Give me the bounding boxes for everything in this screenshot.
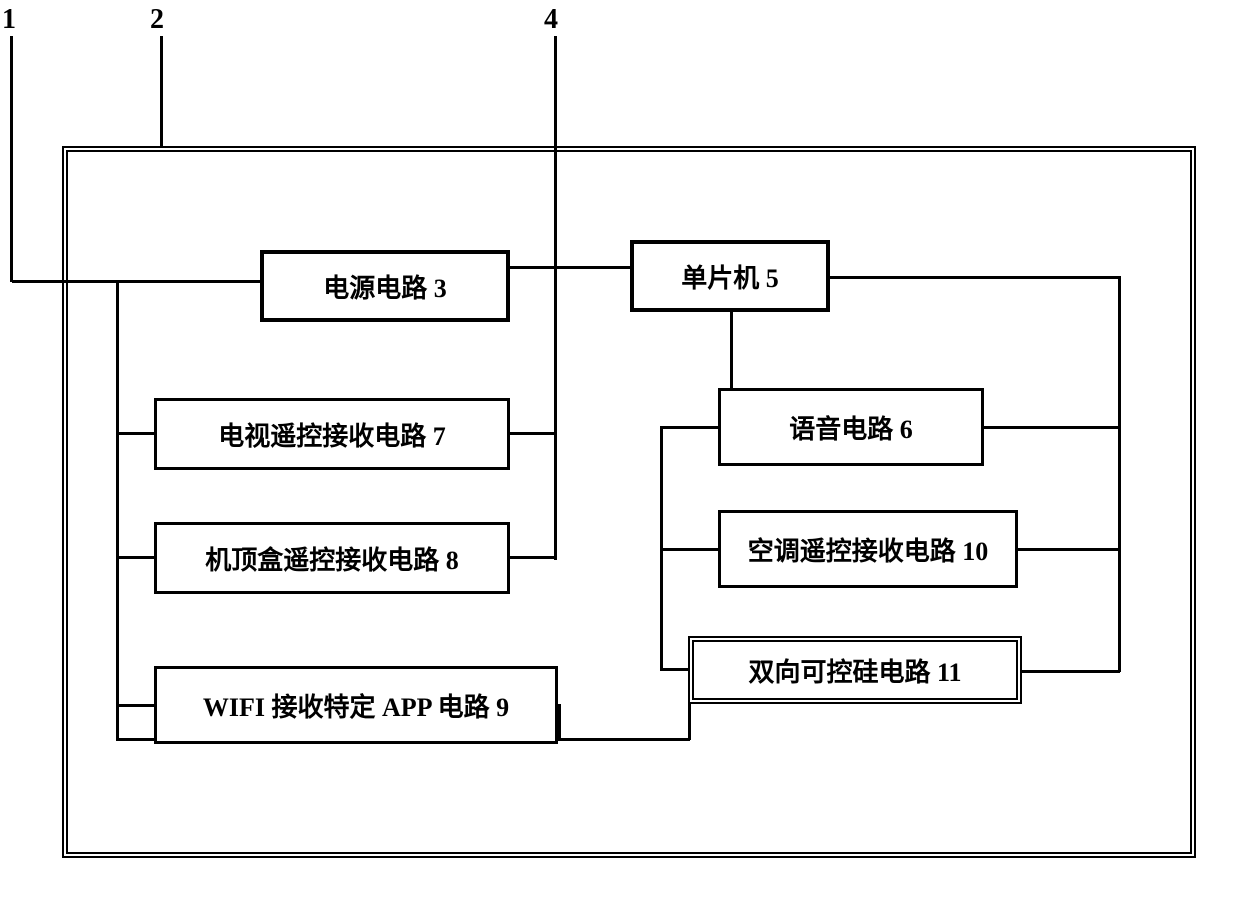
block-mcu-5: 单片机 5 [630, 240, 830, 312]
connection-line [510, 266, 632, 269]
callout-1: 1 [2, 4, 16, 36]
connection-line [830, 276, 1120, 279]
block-tv-remote-rx-7: 电视遥控接收电路 7 [154, 398, 510, 470]
block-label: 双向可控硅电路 11 [748, 652, 961, 689]
connection-line [688, 704, 691, 740]
connection-line [116, 280, 119, 740]
connection-line [10, 36, 13, 282]
block-label: WIFI 接收特定 APP 电路 9 [203, 687, 509, 724]
connection-line [12, 280, 118, 283]
outer-enclosure [62, 146, 1196, 858]
connection-line [1022, 670, 1120, 673]
connection-line [116, 280, 262, 283]
connection-line [730, 312, 733, 390]
block-label: 电视遥控接收电路 7 [218, 416, 446, 453]
connection-line [660, 548, 720, 551]
block-power-circuit-3: 电源电路 3 [260, 250, 510, 322]
connection-line [558, 738, 561, 741]
block-label: 电源电路 3 [323, 268, 447, 305]
connection-line [116, 556, 156, 559]
block-voice-circuit-6: 语音电路 6 [718, 388, 984, 466]
block-label: 单片机 5 [681, 258, 779, 295]
connection-line [554, 266, 557, 560]
block-wifi-app-rx-9: WIFI 接收特定 APP 电路 9 [154, 666, 558, 744]
callout-2: 2 [150, 4, 164, 36]
connection-line [510, 432, 556, 435]
connection-line [984, 426, 1120, 429]
callout-4: 4 [544, 4, 558, 36]
connection-line [116, 704, 156, 707]
connection-line [558, 704, 561, 740]
block-label: 空调遥控接收电路 10 [748, 531, 989, 568]
connection-line [1018, 548, 1120, 551]
block-label: 语音电路 6 [789, 409, 913, 446]
diagram-canvas: 1 2 4 电源电路 3 单片机 5 语音电路 6 电视遥控接收电路 7 机顶盒… [0, 0, 1240, 897]
connection-line [160, 36, 163, 148]
connection-line [554, 36, 557, 268]
connection-line [510, 556, 556, 559]
block-triac-circuit-11: 双向可控硅电路 11 [688, 636, 1022, 704]
connection-line [1118, 276, 1121, 672]
connection-line [116, 432, 156, 435]
block-ac-remote-rx-10: 空调遥控接收电路 10 [718, 510, 1018, 588]
block-stb-remote-rx-8: 机顶盒遥控接收电路 8 [154, 522, 510, 594]
connection-line [660, 668, 690, 671]
connection-line [660, 426, 720, 429]
block-label: 机顶盒遥控接收电路 8 [205, 540, 459, 577]
